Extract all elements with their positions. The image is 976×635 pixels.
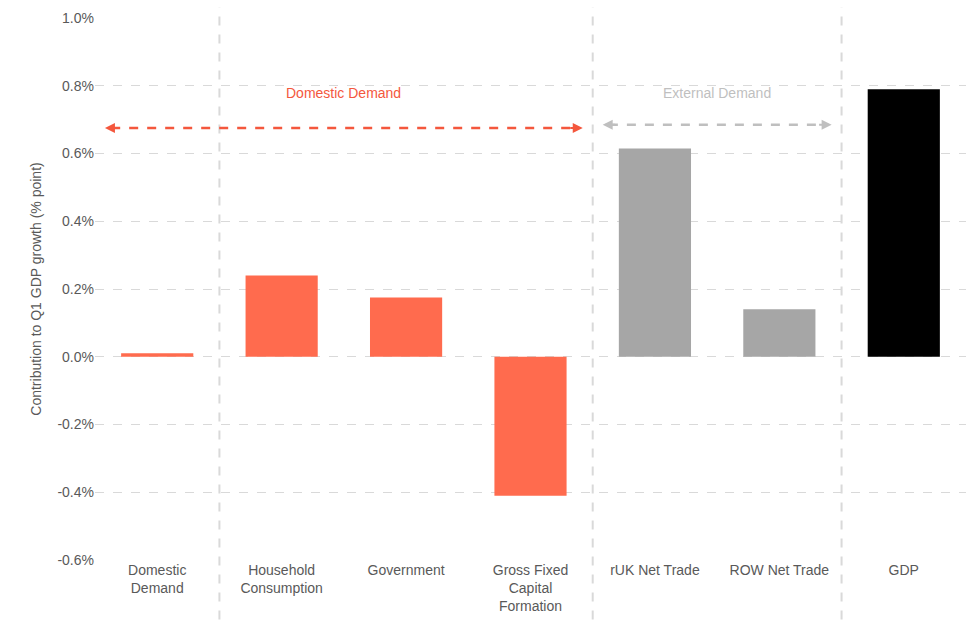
svg-text:0.4%: 0.4% bbox=[62, 213, 94, 229]
svg-text:ROW Net Trade: ROW Net Trade bbox=[730, 562, 830, 578]
svg-text:Contribution to Q1 GDP growth: Contribution to Q1 GDP growth (% point) bbox=[28, 162, 44, 415]
svg-text:-0.4%: -0.4% bbox=[57, 484, 94, 500]
svg-text:-0.2%: -0.2% bbox=[57, 416, 94, 432]
svg-text:Government: Government bbox=[368, 562, 445, 578]
svg-text:0.2%: 0.2% bbox=[62, 281, 94, 297]
svg-text:-0.6%: -0.6% bbox=[57, 552, 94, 568]
svg-text:DomesticDemand: DomesticDemand bbox=[128, 562, 186, 596]
svg-text:Domestic Demand: Domestic Demand bbox=[286, 85, 401, 101]
svg-text:Gross FixedCapitalFormation: Gross FixedCapitalFormation bbox=[493, 562, 568, 614]
svg-text:HouseholdConsumption: HouseholdConsumption bbox=[240, 562, 323, 596]
svg-text:1.0%: 1.0% bbox=[62, 10, 94, 26]
svg-text:0.8%: 0.8% bbox=[62, 78, 94, 94]
svg-text:0.0%: 0.0% bbox=[62, 349, 94, 365]
svg-text:0.6%: 0.6% bbox=[62, 145, 94, 161]
svg-text:rUK Net Trade: rUK Net Trade bbox=[610, 562, 700, 578]
svg-text:External Demand: External Demand bbox=[663, 85, 771, 101]
svg-text:GDP: GDP bbox=[889, 562, 919, 578]
